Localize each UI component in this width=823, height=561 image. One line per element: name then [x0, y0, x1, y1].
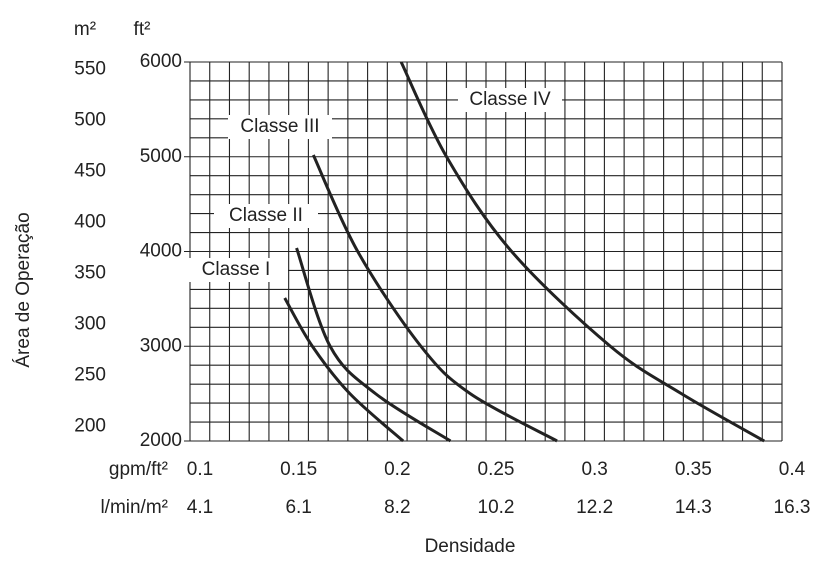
y2-tick-label: 500 [74, 110, 106, 131]
y2-tick-label: 550 [74, 59, 106, 80]
y2-tick-label: 400 [74, 212, 106, 233]
x-axis-label: Densidade [425, 536, 516, 557]
x2-tick-label: 14.3 [675, 497, 712, 518]
y-tick-label: 2000 [140, 430, 182, 451]
x-tick-label: 0.4 [779, 459, 806, 480]
label-background [458, 88, 562, 112]
series-label: Classe IV [469, 89, 551, 110]
x-tick-label: 0.35 [675, 459, 712, 480]
x-tick-label: 0.15 [280, 459, 317, 480]
x-tick-label: 0.1 [187, 459, 213, 480]
y2-unit: m² [74, 19, 96, 40]
y2-tick-label: 350 [74, 263, 106, 284]
y-tick-label: 5000 [140, 146, 182, 167]
x2-tick-label: 8.2 [384, 497, 410, 518]
label-background [184, 258, 288, 282]
y2-tick-label: 200 [74, 416, 106, 437]
x2-tick-label: 16.3 [774, 497, 811, 518]
y2-tick-label: 250 [74, 365, 106, 386]
y-unit: ft² [134, 19, 151, 40]
series-label: Classe II [229, 205, 303, 226]
x2-unit: l/min/m² [100, 497, 168, 518]
x-tick-label: 0.2 [384, 459, 410, 480]
curve [311, 154, 558, 443]
x-tick-label: 0.25 [478, 459, 515, 480]
label-background [214, 204, 318, 228]
x-unit: gpm/ft² [109, 459, 168, 480]
x-tick-label: 0.3 [581, 459, 607, 480]
x2-tick-label: 12.2 [576, 497, 613, 518]
y2-tick-label: 450 [74, 161, 106, 182]
y-tick-label: 6000 [140, 51, 182, 72]
curve [295, 247, 452, 443]
x2-tick-label: 10.2 [478, 497, 515, 518]
series-label: Classe I [202, 259, 271, 280]
label-background [228, 115, 332, 139]
x2-tick-label: 6.1 [285, 497, 311, 518]
curve [283, 297, 405, 443]
curve [399, 61, 765, 443]
y-tick-label: 3000 [140, 335, 182, 356]
x2-tick-label: 4.1 [187, 497, 213, 518]
series-label: Classe III [240, 116, 319, 137]
y-axis-label: Área de Operação [13, 212, 34, 367]
y-tick-label: 4000 [140, 241, 182, 262]
y2-tick-label: 300 [74, 314, 106, 335]
